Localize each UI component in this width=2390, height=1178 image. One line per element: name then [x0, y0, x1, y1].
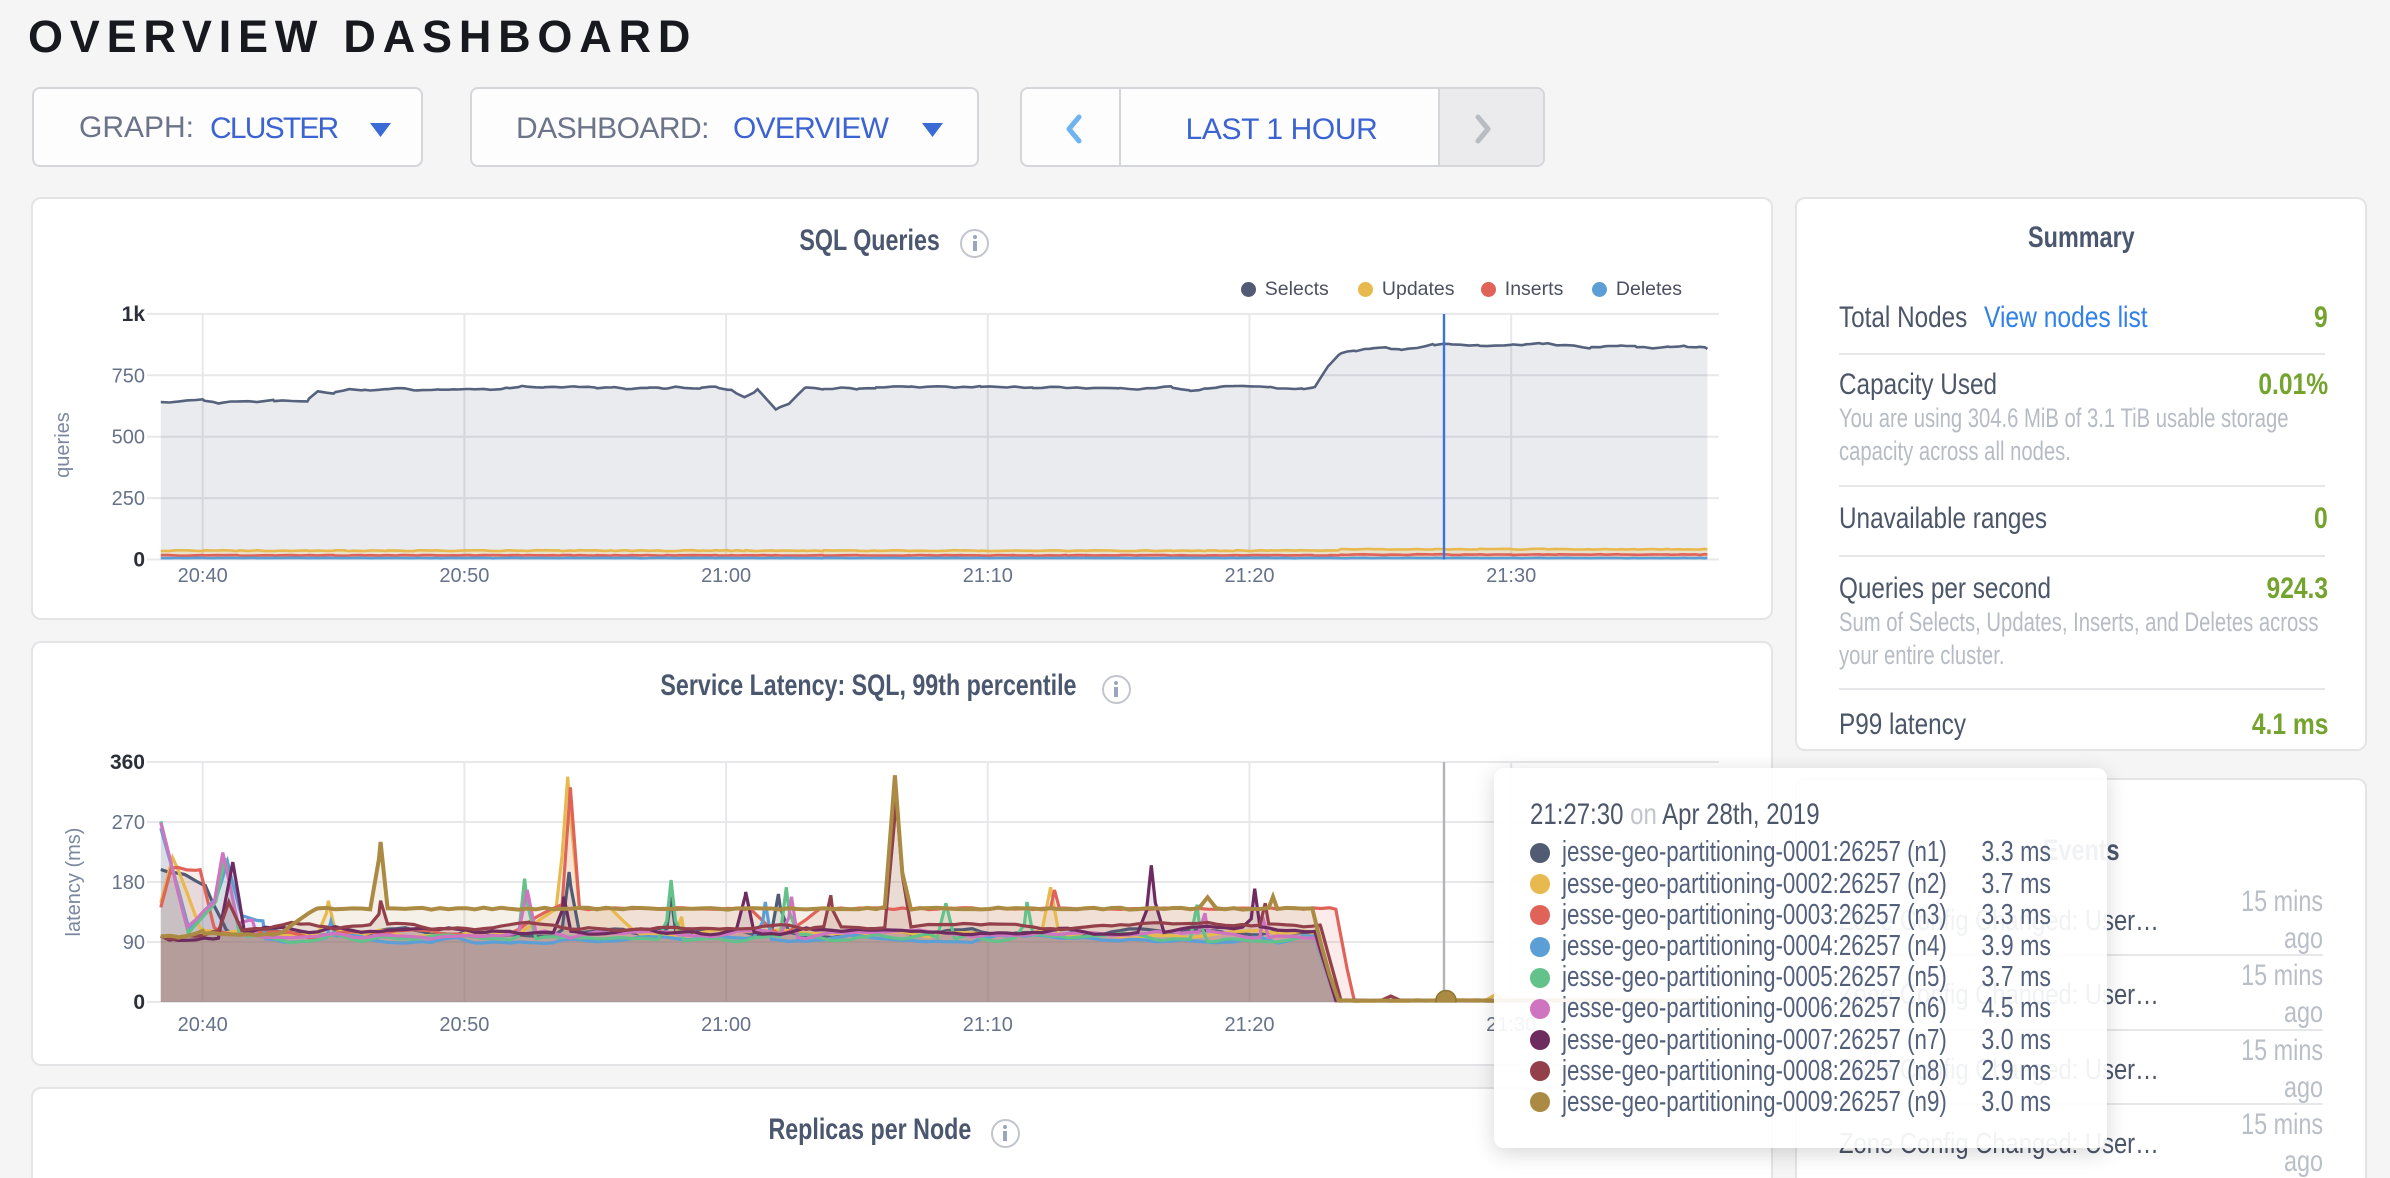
svg-text:21:30: 21:30	[1486, 565, 1536, 587]
svg-text:21:00: 21:00	[701, 1014, 751, 1036]
svg-text:500: 500	[112, 427, 145, 449]
svg-text:180: 180	[112, 872, 145, 894]
svg-text:21:10: 21:10	[963, 1014, 1013, 1036]
svg-text:21:20: 21:20	[1224, 1014, 1274, 1036]
svg-text:21:10: 21:10	[963, 565, 1013, 587]
svg-text:1k: 1k	[122, 303, 146, 326]
svg-text:20:40: 20:40	[178, 565, 228, 587]
svg-text:21:00: 21:00	[701, 565, 751, 587]
svg-text:0: 0	[133, 549, 145, 572]
svg-text:270: 270	[112, 812, 145, 834]
svg-text:queries: queries	[52, 412, 74, 478]
svg-text:20:40: 20:40	[178, 1014, 228, 1036]
svg-text:21:20: 21:20	[1224, 565, 1274, 587]
svg-text:250: 250	[112, 488, 145, 510]
svg-text:latency (ms): latency (ms)	[63, 828, 85, 937]
svg-text:360: 360	[110, 751, 145, 774]
svg-text:0: 0	[133, 991, 145, 1014]
svg-text:750: 750	[112, 365, 145, 387]
svg-text:90: 90	[123, 932, 145, 954]
svg-text:20:50: 20:50	[439, 1014, 489, 1036]
svg-text:20:50: 20:50	[439, 565, 489, 587]
